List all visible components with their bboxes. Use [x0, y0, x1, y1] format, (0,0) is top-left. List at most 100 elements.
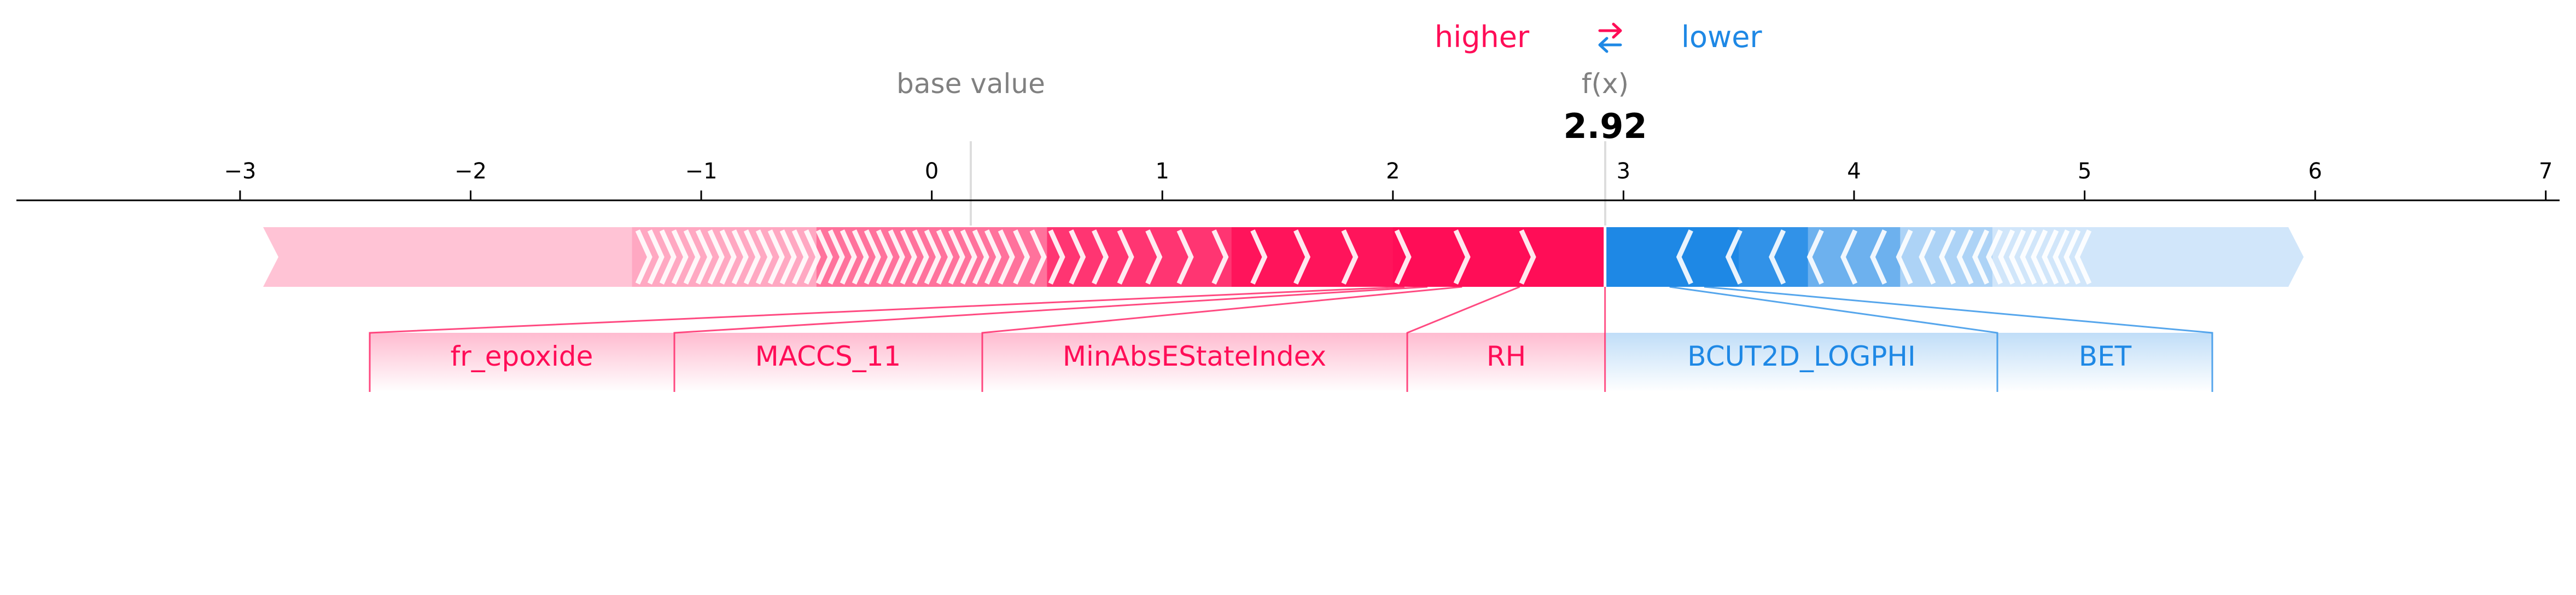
- feature-label: fr_epoxide: [451, 340, 593, 372]
- positive-chevron: [1048, 229, 1065, 285]
- negative-chevron: [1939, 229, 1956, 285]
- feature-box-fill: [1407, 333, 1605, 392]
- negative-chevron: [1972, 229, 1990, 285]
- positive-chevron: [864, 229, 881, 285]
- feature-box-fill: [370, 333, 674, 392]
- positive-chevron: [948, 229, 965, 285]
- feature-connector: [1669, 286, 1998, 392]
- positive-chevron: [1176, 229, 1194, 285]
- negative-chevron: [2031, 229, 2048, 285]
- positive-chevron: [827, 229, 845, 285]
- positive-chevron: [1453, 229, 1471, 285]
- positive-chevron: [960, 229, 977, 285]
- feature-connector: [1406, 286, 1520, 392]
- positive-chevron: [767, 229, 785, 285]
- negative-chevron: [1725, 229, 1742, 285]
- feature-label: RH: [1487, 340, 1526, 372]
- negative-chevron: [2074, 229, 2092, 285]
- positive-chevron: [779, 229, 797, 285]
- x-tick-label: 1: [1156, 159, 1169, 184]
- positive-chevron: [1394, 229, 1412, 285]
- positive-chevron: [1519, 229, 1536, 285]
- fx-value: 2.92: [1564, 106, 1647, 146]
- positive-chevron: [803, 229, 821, 285]
- feature-connector: [673, 286, 1428, 392]
- positive-chevron: [840, 229, 857, 285]
- positive-chevron: [719, 229, 737, 285]
- feature-label: BET: [2079, 340, 2132, 372]
- negative-chevron: [2064, 229, 2081, 285]
- feature-box-fill: [1998, 333, 2212, 392]
- x-tick-label: 4: [1847, 159, 1861, 184]
- positive-chevron: [815, 229, 833, 285]
- x-tick-label: 3: [1617, 159, 1630, 184]
- feature-box-fill: [982, 333, 1407, 392]
- feature-box-fill: [1606, 333, 1997, 392]
- positive-chevron: [1145, 229, 1163, 285]
- x-tick-label: 7: [2539, 159, 2552, 184]
- negative-chevron: [1676, 229, 1693, 285]
- positive-chevron: [791, 229, 809, 285]
- negative-chevron: [1840, 229, 1858, 285]
- positive-chevron: [1250, 229, 1268, 285]
- negative-chevron: [1769, 229, 1786, 285]
- legend-higher-label: higher: [1435, 20, 1530, 54]
- positive-chevron: [1092, 229, 1109, 285]
- positive-chevron: [984, 229, 1002, 285]
- x-tick-label: 2: [1386, 159, 1400, 184]
- positive-chevron: [936, 229, 953, 285]
- positive-chevron: [972, 229, 989, 285]
- negative-chevron: [2053, 229, 2070, 285]
- negative-bar-segment: [1605, 227, 1739, 287]
- feature-connector: [369, 286, 1404, 392]
- positive-chevron: [635, 229, 652, 285]
- positive-chevron: [852, 229, 869, 285]
- positive-chevron: [1069, 229, 1086, 285]
- negative-chevron: [2009, 229, 2026, 285]
- positive-chevron: [1029, 229, 1047, 285]
- positive-chevron: [1211, 229, 1229, 285]
- positive-chevron: [900, 229, 917, 285]
- feature-label: BCUT2D_LOGPHI: [1687, 340, 1915, 372]
- positive-chevron: [1293, 229, 1311, 285]
- fx-label: f(x): [1582, 68, 1629, 100]
- x-tick-label: 5: [2078, 159, 2091, 184]
- positive-chevron: [647, 229, 665, 285]
- positive-chevron: [998, 229, 1015, 285]
- negative-chevron: [1998, 229, 2015, 285]
- positive-chevron: [924, 229, 941, 285]
- positive-chevron: [876, 229, 893, 285]
- negative-chevron: [1986, 229, 2003, 285]
- positive-chevron: [731, 229, 749, 285]
- positive-chevron: [888, 229, 905, 285]
- positive-chevron: [1013, 229, 1030, 285]
- negative-chevron: [1870, 229, 1887, 285]
- feature-connector: [1704, 286, 2213, 392]
- positive-chevron: [683, 229, 701, 285]
- negative-chevron: [1956, 229, 1974, 285]
- x-tick-label: 0: [925, 159, 939, 184]
- x-tick-label: 6: [2308, 159, 2322, 184]
- x-tick-label: −1: [685, 159, 718, 184]
- positive-chevron: [912, 229, 929, 285]
- swap-arrows-icon: [1598, 22, 1622, 53]
- base-value-label: base value: [896, 68, 1045, 100]
- feature-label: MinAbsEStateIndex: [1063, 340, 1326, 372]
- negative-chevron: [1806, 229, 1824, 285]
- feature-connector: [981, 286, 1462, 392]
- positive-chevron: [755, 229, 773, 285]
- feature-label: MACCS_11: [755, 340, 901, 372]
- positive-chevron: [671, 229, 689, 285]
- positive-bar-segment: [1392, 227, 1605, 287]
- positive-chevron: [1117, 229, 1134, 285]
- negative-chevron: [1919, 229, 1936, 285]
- x-tick-label: −3: [224, 159, 256, 184]
- positive-chevron: [743, 229, 761, 285]
- positive-chevron: [695, 229, 713, 285]
- positive-chevron: [1341, 229, 1359, 285]
- feature-box-fill: [674, 333, 982, 392]
- negative-chevron: [2020, 229, 2037, 285]
- legend-lower-label: lower: [1681, 20, 1762, 54]
- positive-chevron: [707, 229, 725, 285]
